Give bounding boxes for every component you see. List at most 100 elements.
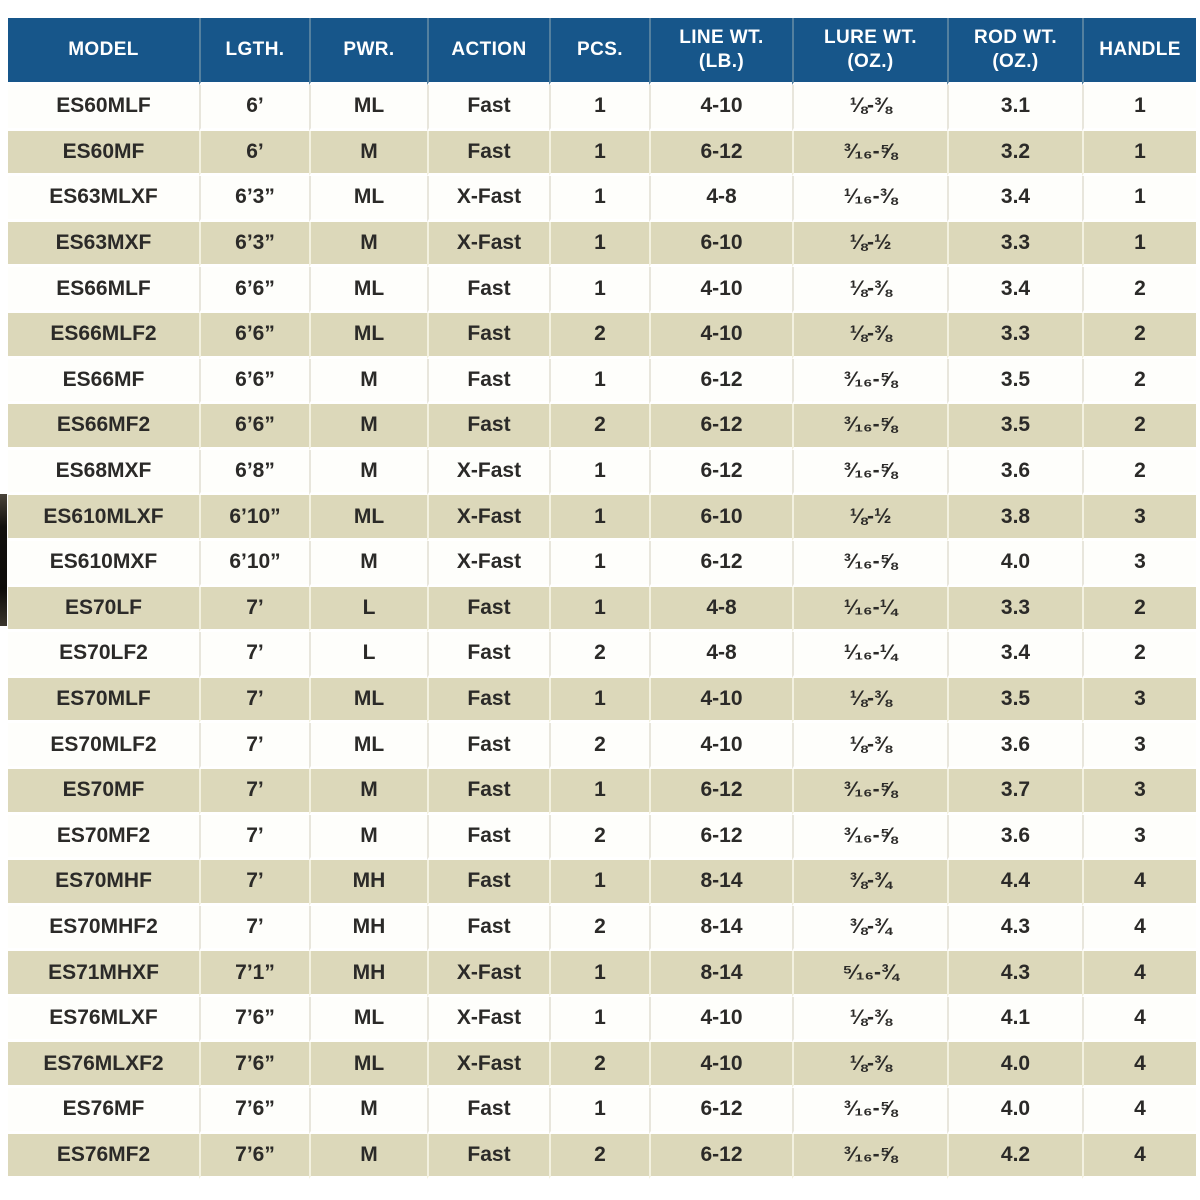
column-header-handle: HANDLE bbox=[1082, 18, 1196, 85]
cell-action: Fast bbox=[427, 677, 549, 724]
cell-lure-weight: ¹⁄₁₆-¼ bbox=[792, 586, 947, 633]
cell-length: 7’ bbox=[199, 632, 309, 678]
cell-model: ES76MF2 bbox=[8, 1133, 199, 1180]
cell-model: ES63MLXF bbox=[8, 176, 199, 222]
cell-lure-weight: ⅜-¾ bbox=[792, 860, 947, 906]
cell-action: Fast bbox=[427, 85, 549, 131]
cell-action: Fast bbox=[427, 358, 549, 405]
cell-rod-weight: 4.2 bbox=[947, 1133, 1082, 1180]
cell-pieces: 1 bbox=[549, 358, 649, 405]
cell-pieces: 1 bbox=[549, 951, 649, 997]
cell-line-weight: 4-10 bbox=[649, 677, 792, 724]
cell-action: X-Fast bbox=[427, 221, 549, 268]
cell-lure-weight: ⅛-⅜ bbox=[792, 267, 947, 313]
table-row: ES63MXF 6’3” M X-Fast 1 6-10 ⅛-½ 3.3 1 bbox=[8, 221, 1196, 268]
cell-lure-weight: ³⁄₁₆-⅝ bbox=[792, 768, 947, 815]
cell-length: 7’6” bbox=[199, 1133, 309, 1180]
column-header-line-weight: LINE WT. (LB.) bbox=[649, 18, 792, 85]
cell-line-weight: 4-10 bbox=[649, 1042, 792, 1089]
table-row: ES70MF 7’ M Fast 1 6-12 ³⁄₁₆-⅝ 3.7 3 bbox=[8, 768, 1196, 815]
cell-power: ML bbox=[309, 677, 427, 724]
cell-lure-weight: ⅛-⅜ bbox=[792, 677, 947, 724]
cell-action: Fast bbox=[427, 312, 549, 359]
cell-lure-weight: ⅛-⅜ bbox=[792, 312, 947, 359]
cell-model: ES60MLF bbox=[8, 85, 199, 131]
cell-pieces: 1 bbox=[549, 267, 649, 313]
cell-pieces: 1 bbox=[549, 85, 649, 131]
cell-model: ES70MF bbox=[8, 768, 199, 815]
table-row: ES66MLF 6’6” ML Fast 1 4-10 ⅛-⅜ 3.4 2 bbox=[8, 267, 1196, 313]
column-header-sublabel: (LB.) bbox=[698, 51, 745, 72]
column-header-label: LINE WT. bbox=[679, 27, 764, 49]
cell-pieces: 2 bbox=[549, 1133, 649, 1180]
cell-lure-weight: ⅛-½ bbox=[792, 495, 947, 541]
cell-handle: 4 bbox=[1082, 860, 1196, 906]
cell-rod-weight: 4.0 bbox=[947, 1042, 1082, 1089]
cell-pieces: 1 bbox=[549, 221, 649, 268]
cell-rod-weight: 3.5 bbox=[947, 404, 1082, 450]
cell-length: 6’ bbox=[199, 85, 309, 131]
cell-handle: 1 bbox=[1082, 176, 1196, 222]
cell-rod-weight: 3.6 bbox=[947, 723, 1082, 769]
cell-pieces: 2 bbox=[549, 905, 649, 952]
column-header-label: LGTH. bbox=[225, 39, 285, 61]
cell-model: ES76MLXF2 bbox=[8, 1042, 199, 1089]
table-row: ES76MF 7’6” M Fast 1 6-12 ³⁄₁₆-⅝ 4.0 4 bbox=[8, 1088, 1196, 1134]
cell-rod-weight: 4.3 bbox=[947, 905, 1082, 952]
cell-model: ES66MF bbox=[8, 358, 199, 405]
cell-lure-weight: ³⁄₁₆-⅝ bbox=[792, 130, 947, 177]
cell-action: Fast bbox=[427, 404, 549, 450]
cell-length: 6’10” bbox=[199, 540, 309, 587]
cell-lure-weight: ⅛-½ bbox=[792, 221, 947, 268]
table-row: ES70MHF2 7’ MH Fast 2 8-14 ⅜-¾ 4.3 4 bbox=[8, 905, 1196, 952]
cell-length: 7’1” bbox=[199, 951, 309, 997]
cell-handle: 3 bbox=[1082, 814, 1196, 861]
cell-rod-weight: 3.6 bbox=[947, 449, 1082, 496]
cell-action: X-Fast bbox=[427, 996, 549, 1043]
cell-pieces: 1 bbox=[549, 677, 649, 724]
cell-lure-weight: ³⁄₁₆-⅝ bbox=[792, 449, 947, 496]
cell-handle: 1 bbox=[1082, 85, 1196, 131]
table-row: ES70MLF 7’ ML Fast 1 4-10 ⅛-⅜ 3.5 3 bbox=[8, 677, 1196, 724]
cell-power: L bbox=[309, 586, 427, 633]
cell-handle: 2 bbox=[1082, 404, 1196, 450]
column-header-length: LGTH. bbox=[199, 18, 309, 85]
cell-lure-weight: ¹⁄₁₆-⅜ bbox=[792, 176, 947, 222]
cell-lure-weight: ¹⁄₁₆-¼ bbox=[792, 632, 947, 678]
column-header-label: PCS. bbox=[577, 39, 623, 61]
cell-model: ES610MLXF bbox=[8, 495, 199, 541]
cell-pieces: 2 bbox=[549, 404, 649, 450]
cell-action: Fast bbox=[427, 130, 549, 177]
cell-length: 7’ bbox=[199, 905, 309, 952]
cell-line-weight: 4-10 bbox=[649, 267, 792, 313]
cell-lure-weight: ³⁄₁₆-⅝ bbox=[792, 404, 947, 450]
cell-length: 6’8” bbox=[199, 449, 309, 496]
cell-handle: 4 bbox=[1082, 1042, 1196, 1089]
cell-rod-weight: 3.4 bbox=[947, 267, 1082, 313]
cell-model: ES60MF bbox=[8, 130, 199, 177]
cell-rod-weight: 3.6 bbox=[947, 814, 1082, 861]
cell-handle: 4 bbox=[1082, 951, 1196, 997]
column-header-label: ACTION bbox=[451, 39, 527, 61]
cell-rod-weight: 3.3 bbox=[947, 312, 1082, 359]
cell-rod-weight: 3.1 bbox=[947, 85, 1082, 131]
cell-rod-weight: 3.4 bbox=[947, 176, 1082, 222]
cell-power: M bbox=[309, 540, 427, 587]
cell-action: Fast bbox=[427, 1088, 549, 1134]
cell-pieces: 1 bbox=[549, 586, 649, 633]
table-row: ES63MLXF 6’3” ML X-Fast 1 4-8 ¹⁄₁₆-⅜ 3.4… bbox=[8, 176, 1196, 222]
cell-handle: 4 bbox=[1082, 1133, 1196, 1180]
table-header: MODEL LGTH. PWR. ACTION PCS. LINE WT. (LB… bbox=[8, 18, 1196, 85]
cell-line-weight: 6-12 bbox=[649, 814, 792, 861]
column-header-label: PWR. bbox=[343, 39, 395, 61]
cell-action: Fast bbox=[427, 768, 549, 815]
cell-power: M bbox=[309, 130, 427, 177]
table-row: ES70MLF2 7’ ML Fast 2 4-10 ⅛-⅜ 3.6 3 bbox=[8, 723, 1196, 769]
cell-action: Fast bbox=[427, 632, 549, 678]
cell-length: 7’6” bbox=[199, 1088, 309, 1134]
cell-power: M bbox=[309, 221, 427, 268]
cell-model: ES76MLXF bbox=[8, 996, 199, 1043]
cell-pieces: 2 bbox=[549, 723, 649, 769]
table-row: ES66MF2 6’6” M Fast 2 6-12 ³⁄₁₆-⅝ 3.5 2 bbox=[8, 404, 1196, 450]
cell-length: 6’10” bbox=[199, 495, 309, 541]
